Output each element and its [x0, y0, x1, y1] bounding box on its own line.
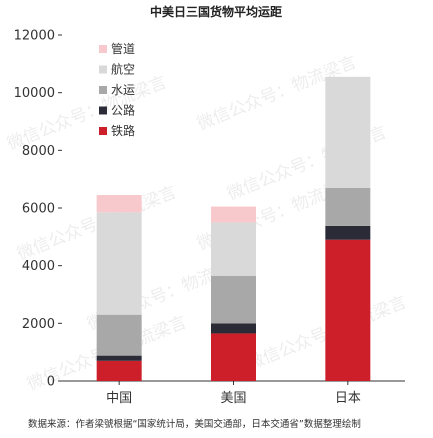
- y-tick-label: 2000: [22, 317, 55, 332]
- y-tick-label: 12000: [14, 29, 55, 44]
- bar-segment: [325, 76, 371, 188]
- chart-title: 中美日三国货物平均运距: [150, 4, 282, 19]
- bar-segment: [211, 222, 256, 276]
- bar-segment: [96, 212, 142, 315]
- bar-segment: [325, 239, 371, 381]
- legend-label: 航空: [111, 62, 135, 77]
- y-tick-label: 8000: [22, 144, 55, 159]
- bar-segment: [96, 355, 142, 361]
- legend-swatch: [99, 86, 107, 94]
- bar-segment: [211, 333, 256, 381]
- x-tick-label: 日本: [335, 391, 361, 406]
- y-tick-label: 4000: [22, 259, 55, 274]
- bar-segment: [96, 360, 142, 381]
- x-tick-label: 美国: [220, 391, 246, 406]
- legend-label: 铁路: [111, 123, 135, 138]
- y-tick-label: 0: [47, 375, 55, 390]
- legend-label: 公路: [111, 103, 135, 118]
- legend-swatch: [99, 127, 107, 135]
- bar-segment: [211, 275, 256, 324]
- x-axis-labels: 中国 美国 日本: [106, 381, 361, 406]
- x-tick-label: 中国: [106, 391, 132, 406]
- bar-segment: [96, 314, 142, 356]
- bar-segment: [96, 195, 142, 213]
- watermark-text: 微信公众号：物流梁言: [4, 72, 169, 154]
- y-tick-label: 10000: [14, 86, 55, 101]
- legend-swatch: [99, 45, 107, 53]
- bar-segment: [325, 187, 371, 226]
- legend-swatch: [99, 65, 107, 74]
- bar-segment: [325, 225, 371, 240]
- bar-segment: [211, 323, 256, 334]
- legend-label: 管道: [111, 41, 135, 56]
- source-note: 数据来源：作者梁號根据“国家统计局，美国交通部，日本交通省”数据整理绘制: [28, 418, 361, 430]
- y-tick-label: 6000: [22, 202, 55, 217]
- bars: [96, 76, 371, 381]
- bar-segment: [211, 206, 256, 223]
- legend-label: 水运: [111, 83, 135, 97]
- legend-swatch: [99, 106, 107, 115]
